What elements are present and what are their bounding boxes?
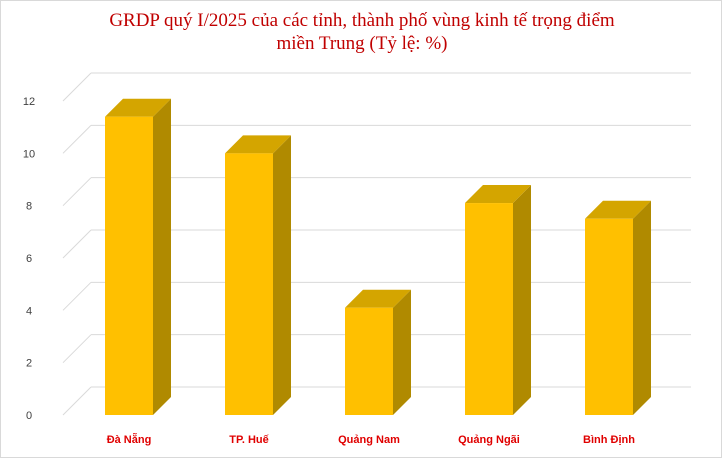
x-tick-label: Bình Định (583, 434, 635, 446)
bar (105, 116, 153, 415)
gridline-slant (62, 229, 92, 259)
y-tick-label: 8 (26, 201, 32, 213)
bar (465, 203, 513, 415)
y-tick-label: 4 (26, 305, 32, 317)
gridline-slant (62, 124, 92, 154)
bar-top (465, 185, 531, 204)
bar-side (513, 185, 531, 415)
y-tick-label: 10 (23, 148, 35, 160)
y-tick-label: 12 (23, 96, 35, 108)
gridline-slant (62, 281, 92, 311)
bar (345, 307, 393, 415)
bar (225, 153, 273, 416)
bar-top (585, 200, 651, 219)
bar-side (273, 135, 291, 416)
bar-side (153, 98, 171, 415)
x-tick-label: Quảng Ngãi (458, 434, 520, 446)
bar-side (393, 289, 411, 415)
gridline-slant (62, 334, 92, 364)
y-tick-label: 0 (26, 410, 32, 422)
bar-side (633, 200, 651, 415)
chart-title-line-2: miền Trung (Tỷ lệ: %) (276, 33, 448, 54)
gridline-slant (62, 386, 92, 416)
gridline-slant (62, 177, 92, 207)
gridline-slant (62, 72, 92, 102)
bar (585, 218, 633, 415)
x-tick-label: TP. Huế (229, 434, 269, 446)
bar-top (345, 289, 411, 308)
y-tick-label: 6 (26, 253, 32, 265)
chart-title: GRDP quý I/2025 của các tỉnh, thành phố … (1, 9, 722, 55)
y-tick-label: 2 (26, 358, 32, 370)
x-tick-label: Đà Nẵng (107, 433, 152, 446)
bar-top (105, 98, 171, 117)
chart-title-line-1: GRDP quý I/2025 của các tỉnh, thành phố … (109, 10, 615, 31)
bar-top (225, 135, 291, 154)
x-tick-label: Quảng Nam (338, 434, 400, 446)
